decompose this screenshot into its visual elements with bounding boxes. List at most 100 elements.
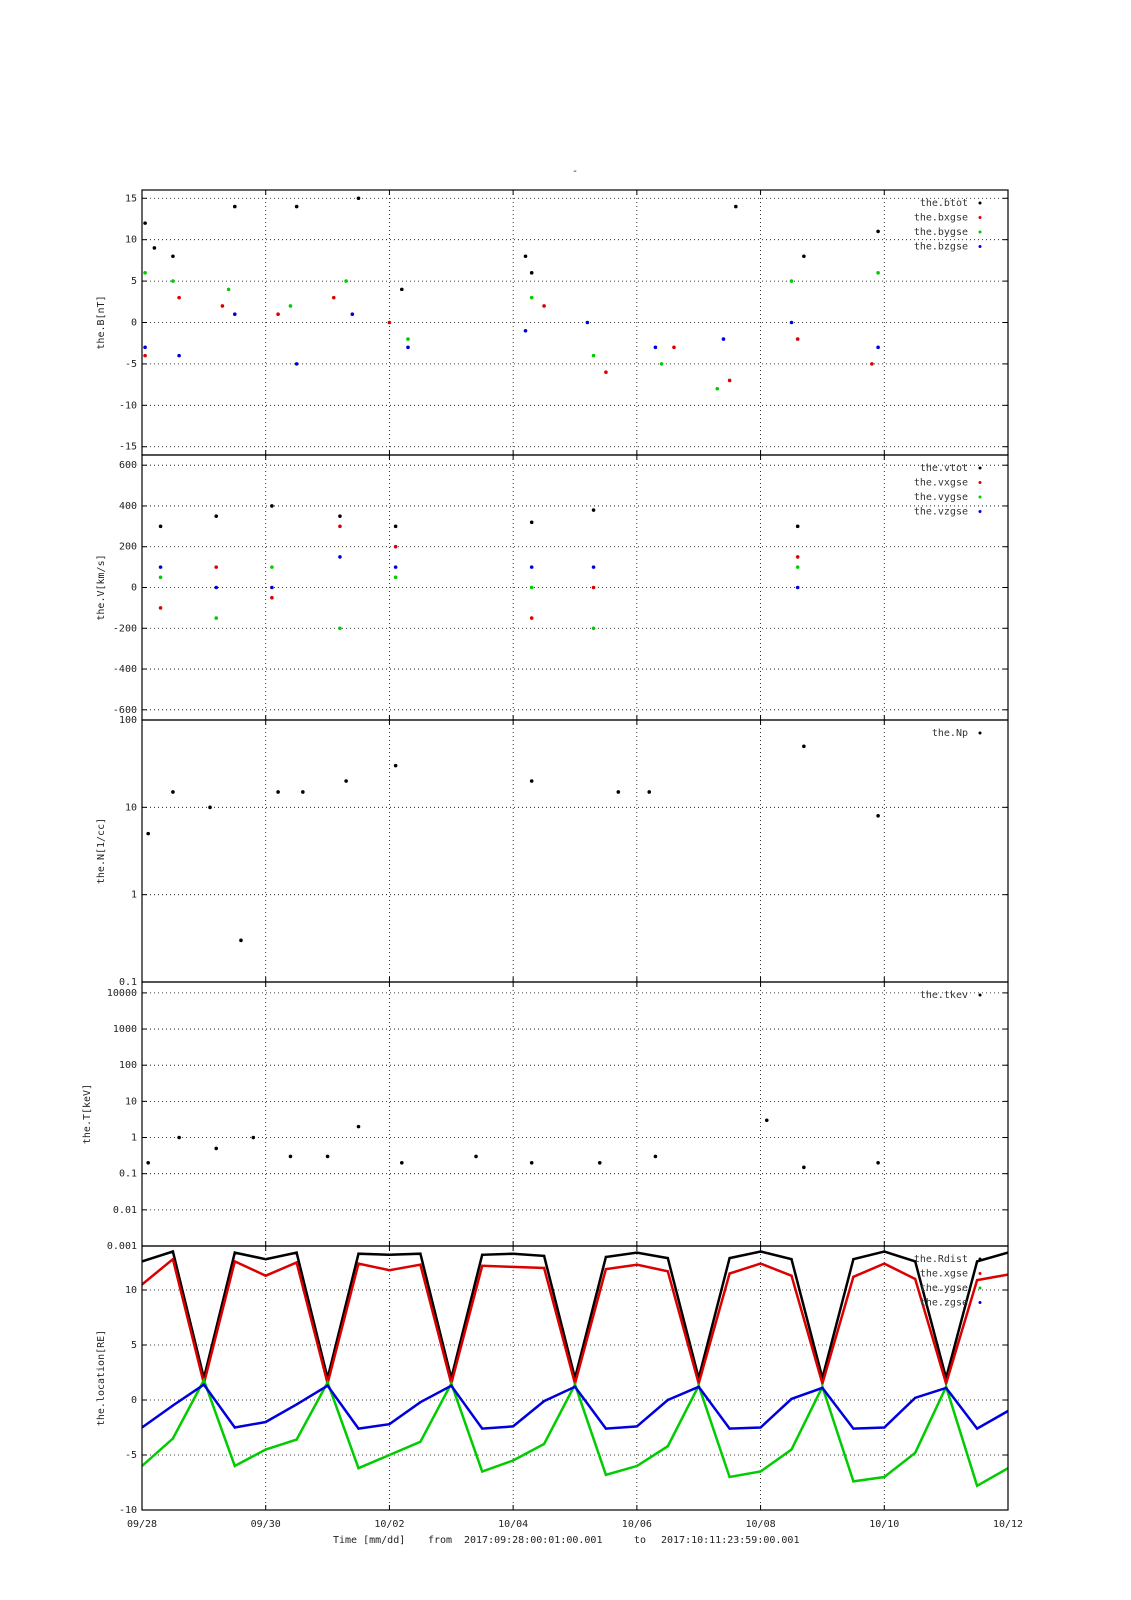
y-tick-label: 10: [125, 802, 137, 813]
data-point: [400, 1160, 404, 1165]
data-point: [270, 585, 274, 590]
panel-velocity: 600 400 200 0 -200 -400 -600 the.vtot the.vxgse t…: [96, 454, 1009, 721]
data-point: [350, 312, 355, 317]
data-point: [214, 514, 219, 518]
figure-title: -: [572, 166, 578, 177]
data-point: [233, 1464, 236, 1468]
data-point: [883, 1262, 886, 1265]
panel-frame: [141, 1245, 1009, 1511]
data-point: [728, 1272, 731, 1275]
series-the-bxgse: [143, 295, 874, 383]
data-point: [914, 1396, 917, 1400]
data-point: [481, 1470, 484, 1473]
footer-from-label: from: [428, 1535, 452, 1546]
data-point: [944, 1382, 948, 1385]
data-point: [295, 1438, 298, 1441]
data-point: [338, 524, 342, 529]
data-point: [344, 279, 348, 283]
data-point: [388, 1269, 391, 1272]
time-axis: 09/28 09/30 10/02 10/04 10/06 10/08 10/10 10/12: [127, 1519, 1023, 1530]
data-point: [795, 524, 800, 529]
y-tick-label: 5: [131, 276, 137, 287]
y-axis-label: the.N[1/cc]: [96, 818, 107, 884]
data-point: [604, 1255, 608, 1259]
y-tick-label: -15: [119, 442, 137, 453]
data-point: [143, 345, 147, 350]
y-tick-label: -600: [113, 705, 137, 716]
data-point: [795, 337, 800, 341]
legend-marker: [978, 495, 982, 499]
panel-density: 100 10 1 0.1 the.Np the.N[1/cc]: [96, 715, 1009, 988]
panel-location: 10 5 0 -5 -10 the.Rdist the.xgse the.ygse the.zg…: [96, 1245, 1009, 1516]
data-point: [573, 1385, 577, 1389]
data-point: [821, 1386, 824, 1390]
data-point: [294, 362, 299, 366]
data-point: [226, 287, 231, 292]
series-the-Rdist: [142, 1249, 1008, 1383]
series-group: [146, 1118, 880, 1170]
data-point: [728, 1427, 731, 1430]
data-point: [481, 1427, 484, 1430]
data-point: [659, 362, 664, 366]
y-tick-label: 600: [119, 460, 137, 471]
data-point: [177, 1135, 181, 1140]
data-point: [727, 378, 732, 383]
series-the-bygse: [143, 271, 880, 391]
legend-label: the.bzgse: [914, 242, 968, 253]
data-point: [481, 1253, 484, 1257]
data-point: [270, 595, 274, 600]
data-point: [419, 1263, 422, 1266]
series-group: [143, 196, 880, 391]
data-point: [975, 1260, 979, 1263]
series-group: [158, 504, 800, 631]
data-point: [852, 1275, 855, 1279]
data-point: [759, 1426, 762, 1429]
y-tick-label: 100: [119, 1060, 137, 1071]
data-point: [542, 304, 546, 308]
data-point: [270, 565, 274, 569]
series-group: [146, 744, 880, 943]
data-point: [393, 524, 398, 529]
data-point: [171, 790, 175, 794]
y-axis-label: the.T[keV]: [82, 1084, 93, 1144]
data-point: [251, 1135, 256, 1140]
legend-label: the.vxgse: [914, 478, 968, 489]
data-point: [171, 1437, 175, 1440]
series-the-tkev: [146, 1118, 880, 1170]
x-tick-label: 09/30: [251, 1519, 281, 1530]
data-point: [591, 353, 596, 358]
data-point: [883, 1250, 886, 1253]
data-point: [795, 565, 800, 569]
y-tick-label: 10: [125, 1285, 137, 1296]
data-point: [400, 287, 404, 292]
data-point: [789, 320, 794, 325]
data-point: [876, 271, 880, 275]
data-point: [450, 1382, 453, 1385]
legend-marker: [978, 1286, 982, 1290]
legend-marker: [978, 481, 982, 484]
data-point: [591, 585, 596, 590]
data-point: [790, 1274, 793, 1277]
y-tick-label: 10: [125, 235, 137, 246]
data-point: [653, 1154, 658, 1159]
data-point: [294, 204, 299, 209]
data-point: [529, 585, 534, 590]
y-tick-label: 0: [131, 1395, 137, 1406]
data-point: [239, 938, 243, 943]
data-point: [529, 616, 534, 620]
y-tick-label: 10000: [107, 988, 137, 999]
data-point: [295, 1261, 298, 1264]
legend-marker: [978, 466, 982, 470]
data-point: [214, 1146, 219, 1151]
data-point: [406, 337, 410, 341]
data-point: [790, 1448, 793, 1451]
data-point: [666, 1445, 669, 1448]
data-point: [511, 1425, 515, 1428]
data-point: [356, 196, 361, 201]
y-tick-label: -5: [125, 359, 137, 370]
series-the-vygse: [158, 565, 800, 631]
data-point: [914, 1260, 917, 1263]
data-point: [542, 1399, 546, 1403]
legend-label: the.xgse: [920, 1269, 968, 1280]
data-point: [523, 254, 528, 259]
